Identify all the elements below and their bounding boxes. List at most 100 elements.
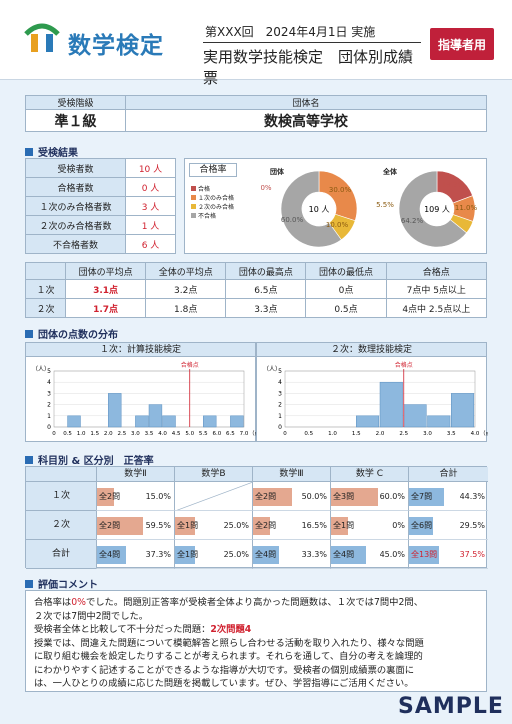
rate-bar <box>97 516 144 535</box>
chart-1st-ytick: 2 <box>47 402 51 409</box>
pass-rate-label: 合格率 <box>189 163 237 177</box>
score-header: 団体の最高点 <box>225 262 307 280</box>
result-label: 合格者数 <box>25 177 126 197</box>
rate-value: 50.0% <box>301 492 327 501</box>
all-pie-label: 5.5% <box>376 201 394 209</box>
legend-item: 不合格 <box>191 212 234 221</box>
chart-1st-ylabel: （人） <box>32 366 50 373</box>
subject-cell: 全1問 25.0% <box>174 540 252 569</box>
chart-1st-xtick: 0 <box>52 431 56 437</box>
comment-line-1: 合格率は0%でした。問題別正答率が受検者全体より高かった問題数は、１次では7問中… <box>34 597 423 608</box>
rate-bar <box>331 516 349 535</box>
question-count: 全1問 <box>177 550 199 559</box>
all-pie-label: 64.2% <box>401 217 424 225</box>
score-row-label: ２次 <box>25 298 66 318</box>
subject-cell: 全7問 44.3% <box>408 482 488 511</box>
all-pie-title: 全体 <box>383 168 397 176</box>
rate-bar <box>253 516 271 535</box>
score-cell: 6.5点 <box>225 279 307 299</box>
chart-2nd-ytick: 1 <box>278 413 282 420</box>
report-title: 実用数学技能検定 団体別成績票 <box>203 42 421 88</box>
chart-1st-xtick: 7.0 <box>240 431 249 437</box>
score-table: 団体の平均点 全体の平均点 団体の最高点 団体の最低点 合格点 １次 3.1点 3.2点 6.5… <box>25 262 488 318</box>
group-pie-label: 30.0% <box>329 186 352 194</box>
chart-1st-pass-label: 合格点 <box>181 361 199 369</box>
subject-corner <box>26 467 96 482</box>
comment-line-4: 授業では、問違えた問題について模範解答と照らし合わせる活動を取り入れたり、様々な… <box>34 637 424 649</box>
chart-2nd-xtick: 3.0 <box>423 431 432 437</box>
group-pie-label: 10.0% <box>326 221 349 229</box>
score-cell: 0点 <box>305 279 387 299</box>
weak-problem: 2次問題4 <box>210 624 252 635</box>
chart-1st-bar <box>203 415 217 428</box>
chart-2nd-plot: （人） 0 1 2 3 4 5 0 0.5 1.0 1.5 2.0 2.5 3.0 3.5 4.0（点） 合格点 <box>263 361 512 437</box>
chart-2nd-ytick: 0 <box>278 424 282 431</box>
chart-2nd-bar <box>427 415 451 428</box>
group-pie-slice <box>280 170 342 248</box>
group-pie-label: 0% <box>260 184 271 192</box>
subject-cell: 全1問 25.0% <box>174 511 252 540</box>
rate-value: 29.5% <box>459 521 485 530</box>
pass-rate-panel: 合格率 合格 １次のみ合格 ２次のみ合格 不合格 団体 全体 10 人 0% 30.0% 1… <box>184 158 487 254</box>
rate-bar <box>409 487 445 506</box>
chart-2nd-xtick: 0 <box>283 431 287 437</box>
rate-value: 60.0% <box>379 492 405 501</box>
comment-box: 合格率は0%でした。問題別正答率が受検者全体より高かった問題数は、１次では7問中… <box>25 590 487 692</box>
header: 数学検定 第XXX回 2024年4月1日 実施 実用数学技能検定 団体別成績票 … <box>0 0 512 87</box>
subject-col-header: 合計 <box>408 467 488 482</box>
chart-1st-bar <box>135 415 149 428</box>
question-count: 全2問 <box>99 521 121 530</box>
chart-2nd-xunit: （点） <box>480 430 488 437</box>
comment-line-5: に取り組む機会を設定したりすることが考えられます。それらを通して、自分の考えを論… <box>34 651 423 662</box>
chart-2nd-bar <box>403 404 427 428</box>
chart-1st-ytick: 1 <box>47 413 51 420</box>
question-count: 全2問 <box>255 521 277 530</box>
chart-2nd-bar <box>379 381 403 428</box>
score-row-label: １次 <box>25 279 66 299</box>
comment-heading: 評価コメント <box>25 576 98 591</box>
comment-line-7: は、一人ひとりの成績に応じた問題を掲載しています。ぜひ、学習指導にご活用ください… <box>34 678 414 689</box>
result-label: 不合格者数 <box>25 234 126 254</box>
question-count: 全2問 <box>255 492 277 501</box>
rate-bar <box>409 545 439 564</box>
all-pie-center: 109 人 <box>424 205 450 214</box>
logo-icon <box>24 23 60 52</box>
chart-1st-bar <box>67 415 81 428</box>
grade-value: 準１級 <box>25 109 126 132</box>
subject-row-label: ２次 <box>26 511 96 540</box>
all-pie-label: 19.3% <box>442 181 465 189</box>
subject-cell: 全2問 15.0% <box>96 482 174 511</box>
score-header: 団体の平均点 <box>64 262 147 280</box>
all-pie-slice <box>398 170 468 248</box>
subject-col-header: 数学 C <box>330 467 408 482</box>
chart-1st-xtick: 2.5 <box>117 431 126 437</box>
question-count: 全2問 <box>99 492 121 501</box>
rate-bar <box>175 545 195 564</box>
rate-bar <box>331 487 378 506</box>
rate-value: 15.0% <box>145 492 171 501</box>
result-value: 10 人 <box>125 158 176 178</box>
comment-line-6: にわかりやすく記述することができるような指導が大切です。受検者の個別成績票の裏面… <box>34 664 415 676</box>
subject-col-header: 数学B <box>174 467 252 482</box>
score-cell: 7点中 5点以上 <box>385 279 488 299</box>
rate-value: 44.3% <box>459 492 485 501</box>
subject-col-header: 数学Ⅱ <box>96 467 174 482</box>
score-cell: 1.7点 <box>64 298 147 318</box>
question-count: 全6問 <box>411 521 433 530</box>
chart-1st-xtick: 5.5 <box>199 431 208 437</box>
rate-value: 45.0% <box>379 550 405 559</box>
rate-value: 25.0% <box>223 550 249 559</box>
result-value: 1 人 <box>125 215 176 235</box>
result-value: 0 人 <box>125 177 176 197</box>
result-value: 6 人 <box>125 234 176 254</box>
subject-cell: 全2問 50.0% <box>252 482 330 511</box>
legend-item: ２次のみ合格 <box>191 203 234 212</box>
chart-1st-xtick: 1.5 <box>90 431 99 437</box>
score-cell: 1.8点 <box>145 298 227 318</box>
rate-bar <box>97 545 127 564</box>
chart-1st-plot: （人） 0 1 2 3 4 5 0 0.5 1.0 1.5 2.0 2.5 3.0 3.5 4.0 4.5 5.0… <box>32 361 266 437</box>
question-count: 全4問 <box>99 550 121 559</box>
pass-rate-highlight: 0% <box>71 597 86 608</box>
group-label: 団体名 <box>125 95 487 110</box>
question-count: 全1問 <box>177 521 199 530</box>
